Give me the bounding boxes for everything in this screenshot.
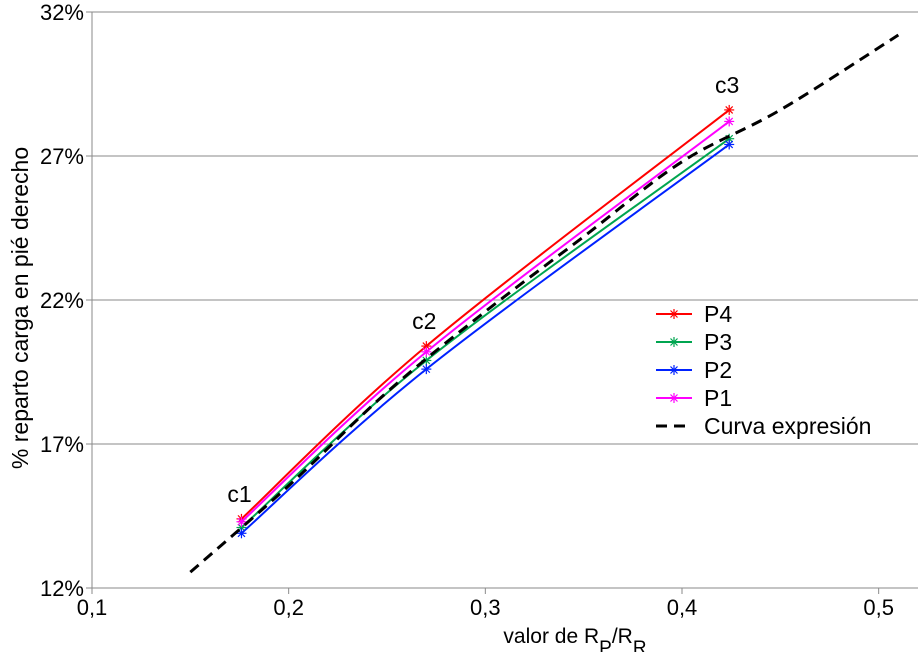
data-point bbox=[421, 346, 432, 357]
series-line bbox=[240, 120, 730, 523]
legend-label: P3 bbox=[704, 329, 732, 355]
marker-stroke bbox=[725, 117, 734, 126]
x-tick-label: 0,5 bbox=[863, 595, 894, 620]
series-line bbox=[240, 109, 730, 520]
marker-stroke bbox=[237, 529, 246, 538]
annotation-label: c1 bbox=[227, 481, 251, 507]
marker-stroke bbox=[670, 366, 678, 374]
marker-stroke bbox=[422, 347, 431, 356]
legend-marker bbox=[669, 337, 679, 347]
series-p2 bbox=[236, 139, 735, 539]
x-axis-label: valor de RP/RR bbox=[503, 625, 646, 652]
series-curva-expresión bbox=[189, 33, 900, 574]
y-tick-label: 27% bbox=[40, 144, 84, 169]
series-p1 bbox=[236, 116, 735, 527]
x-tick-label: 0,1 bbox=[77, 595, 108, 620]
data-point bbox=[724, 139, 735, 150]
legend-label: Curva expresión bbox=[704, 413, 871, 439]
y-tick-label: 17% bbox=[40, 432, 84, 457]
marker-stroke bbox=[422, 356, 431, 365]
x-axis-label-subscript: P bbox=[599, 638, 612, 652]
data-point bbox=[724, 116, 735, 127]
series-p3 bbox=[236, 133, 735, 533]
legend-label: P1 bbox=[704, 385, 732, 411]
marker-stroke bbox=[670, 338, 678, 346]
x-tick-label: 0,4 bbox=[667, 595, 698, 620]
annotation-label: c2 bbox=[412, 308, 436, 334]
x-tick-label: 0,3 bbox=[470, 595, 501, 620]
legend-label: P2 bbox=[704, 357, 732, 383]
series-line bbox=[240, 143, 730, 535]
legend-marker bbox=[669, 393, 679, 403]
y-axis-label: % reparto carga en pié derecho bbox=[7, 147, 33, 469]
legend-label: P4 bbox=[704, 301, 732, 327]
marker-stroke bbox=[422, 365, 431, 374]
series-line bbox=[189, 33, 900, 574]
marker-stroke bbox=[725, 105, 734, 114]
marker-stroke bbox=[725, 140, 734, 149]
data-point bbox=[724, 104, 735, 115]
marker-stroke bbox=[670, 310, 678, 318]
x-axis-label-part: valor de R bbox=[503, 625, 599, 648]
marker-stroke bbox=[422, 342, 431, 351]
legend-marker bbox=[669, 365, 679, 375]
y-tick-label: 22% bbox=[40, 288, 84, 313]
marker-stroke bbox=[670, 394, 678, 402]
x-axis-label-part: /R bbox=[612, 625, 633, 648]
marker-stroke bbox=[237, 517, 246, 526]
data-point bbox=[421, 364, 432, 375]
x-tick-label: 0,2 bbox=[273, 595, 304, 620]
legend-marker bbox=[669, 309, 679, 319]
y-tick-label: 32% bbox=[40, 0, 84, 25]
x-axis-label-subscript: R bbox=[633, 638, 647, 652]
annotation-label: c3 bbox=[715, 72, 739, 98]
series-line bbox=[240, 137, 730, 529]
marker-stroke bbox=[725, 134, 734, 143]
y-tick-label: 12% bbox=[40, 576, 84, 601]
